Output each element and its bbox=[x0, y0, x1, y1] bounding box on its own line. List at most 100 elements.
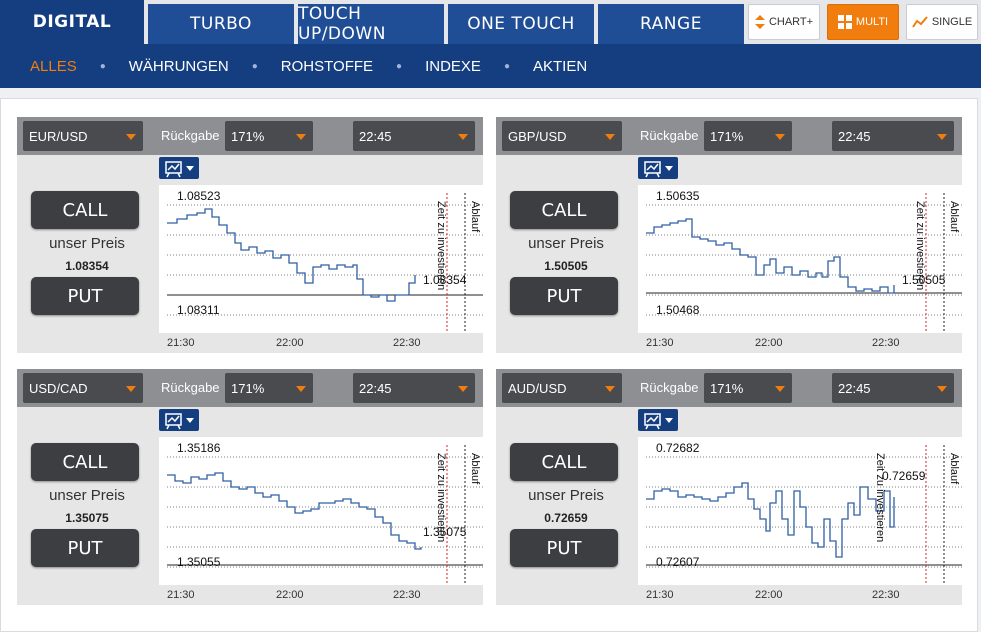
put-button[interactable]: PUT bbox=[31, 277, 139, 315]
return-label: Rückgabe bbox=[640, 380, 699, 395]
line-chart-icon bbox=[911, 16, 928, 28]
nav-alles[interactable]: ALLES bbox=[30, 57, 77, 75]
nav-waehrungen[interactable]: WÄHRUNGEN bbox=[128, 57, 229, 75]
asset-select-value: GBP/USD bbox=[508, 128, 567, 144]
chart-plus-label: CHART+ bbox=[768, 16, 814, 28]
current-price-label: 1.08354 bbox=[423, 273, 467, 287]
chart-type-button[interactable] bbox=[159, 409, 199, 431]
invest-time-label: Zeit zu investieren bbox=[914, 201, 926, 291]
low-price-label: 1.50468 bbox=[656, 303, 700, 317]
chart-icon bbox=[165, 413, 182, 430]
high-price-label: 1.50635 bbox=[656, 189, 700, 203]
return-select[interactable]: 171% bbox=[225, 373, 313, 403]
call-button[interactable]: CALL bbox=[510, 191, 618, 229]
chevron-down-icon bbox=[605, 134, 615, 140]
panel-controls: USD/CAD Rückgabe 171% 22:45 bbox=[17, 369, 483, 407]
high-price-label: 0.72682 bbox=[656, 441, 700, 455]
expiry-select[interactable]: 22:45 bbox=[832, 121, 954, 151]
nav-indexe[interactable]: INDEXE bbox=[425, 57, 481, 75]
chart-icon bbox=[644, 161, 661, 178]
call-button[interactable]: CALL bbox=[31, 191, 139, 229]
return-select-value: 171% bbox=[231, 380, 265, 396]
chart-type-button[interactable] bbox=[638, 157, 678, 179]
asset-select[interactable]: USD/CAD bbox=[23, 373, 143, 403]
price-chart-canvas bbox=[159, 185, 483, 333]
price-chart: 0.72682 0.72607 0.72659 Zeit zu investie… bbox=[636, 407, 962, 605]
expiry-label: Ablauf bbox=[948, 201, 960, 233]
asset-select-value: AUD/USD bbox=[508, 380, 567, 396]
top-bar: DIGITAL TURBO TOUCH UP/DOWN ONE TOUCH RA… bbox=[0, 0, 981, 48]
expiry-select[interactable]: 22:45 bbox=[832, 373, 954, 403]
invest-time-label: Zeit zu investieren bbox=[435, 453, 447, 543]
sort-arrows-icon bbox=[754, 15, 765, 29]
multi-label: MULTI bbox=[855, 16, 889, 28]
trade-box: CALL unser Preis 0.72659 PUT bbox=[496, 407, 636, 605]
time-axis-label: 22:30 bbox=[393, 589, 421, 601]
chart-icon bbox=[165, 161, 182, 178]
low-price-label: 1.08311 bbox=[177, 303, 220, 317]
chevron-down-icon bbox=[126, 134, 136, 140]
price-chart: 1.35186 1.35055 1.35075 Zeit zu investie… bbox=[157, 407, 483, 605]
our-price-label: unser Preis bbox=[49, 487, 125, 504]
grid-icon bbox=[837, 15, 852, 29]
return-select[interactable]: 171% bbox=[704, 121, 792, 151]
chart-icon bbox=[644, 413, 661, 430]
chevron-down-icon bbox=[775, 134, 785, 140]
asset-select[interactable]: GBP/USD bbox=[502, 121, 622, 151]
chevron-down-icon bbox=[186, 418, 194, 423]
current-price-label: 1.35075 bbox=[423, 525, 467, 539]
return-select-value: 171% bbox=[710, 380, 744, 396]
asset-panel-aud-usd: AUD/USD Rückgabe 171% 22:45 CALL unser P… bbox=[496, 369, 962, 605]
put-button[interactable]: PUT bbox=[510, 529, 618, 567]
chevron-down-icon bbox=[296, 386, 306, 392]
price-chart: 1.50635 1.50468 1.50505 Zeit zu investie… bbox=[636, 155, 962, 353]
our-price-value: 1.35075 bbox=[65, 511, 109, 525]
chart-plot-area bbox=[159, 185, 483, 333]
expiry-select[interactable]: 22:45 bbox=[353, 121, 475, 151]
chevron-down-icon bbox=[296, 134, 306, 140]
asset-panel-gbp-usd: GBP/USD Rückgabe 171% 22:45 CALL unser P… bbox=[496, 117, 962, 353]
tab-turbo[interactable]: TURBO bbox=[148, 4, 294, 44]
time-axis-label: 22:30 bbox=[872, 337, 900, 349]
panel-controls: GBP/USD Rückgabe 171% 22:45 bbox=[496, 117, 962, 155]
call-button[interactable]: CALL bbox=[31, 443, 139, 481]
our-price-label: unser Preis bbox=[49, 235, 125, 252]
put-button[interactable]: PUT bbox=[31, 529, 139, 567]
expiry-select[interactable]: 22:45 bbox=[353, 373, 475, 403]
chevron-down-icon bbox=[665, 166, 673, 171]
nav-aktien[interactable]: AKTIEN bbox=[532, 57, 588, 75]
asset-select[interactable]: AUD/USD bbox=[502, 373, 622, 403]
time-axis-label: 22:30 bbox=[393, 337, 421, 349]
price-chart-canvas bbox=[159, 437, 483, 585]
return-select[interactable]: 171% bbox=[225, 121, 313, 151]
time-axis-label: 22:00 bbox=[276, 337, 304, 349]
return-select[interactable]: 171% bbox=[704, 373, 792, 403]
chevron-down-icon bbox=[937, 386, 947, 392]
chart-type-button[interactable] bbox=[638, 409, 678, 431]
tab-range[interactable]: RANGE bbox=[598, 4, 744, 44]
time-axis-label: 21:30 bbox=[646, 337, 674, 349]
price-line bbox=[167, 472, 422, 550]
asset-select[interactable]: EUR/USD bbox=[23, 121, 143, 151]
chart-plot-area bbox=[638, 437, 962, 585]
return-select-value: 171% bbox=[710, 128, 744, 144]
nav-rohstoffe[interactable]: ROHSTOFFE bbox=[280, 57, 374, 75]
price-chart-canvas bbox=[638, 185, 962, 333]
chart-plot-area bbox=[159, 437, 483, 585]
multi-button[interactable]: MULTI bbox=[827, 4, 899, 40]
chart-type-button[interactable] bbox=[159, 157, 199, 179]
our-price-value: 1.50505 bbox=[544, 259, 588, 273]
single-button[interactable]: SINGLE bbox=[906, 4, 978, 40]
tab-touch-up-down[interactable]: TOUCH UP/DOWN bbox=[298, 4, 444, 44]
single-label: SINGLE bbox=[931, 16, 973, 28]
put-button[interactable]: PUT bbox=[510, 277, 618, 315]
tab-digital[interactable]: DIGITAL bbox=[0, 0, 144, 48]
chart-plus-button[interactable]: CHART+ bbox=[748, 4, 820, 40]
trade-box: CALL unser Preis 1.08354 PUT bbox=[17, 155, 157, 353]
panel-controls: AUD/USD Rückgabe 171% 22:45 bbox=[496, 369, 962, 407]
tab-one-touch[interactable]: ONE TOUCH bbox=[448, 4, 594, 44]
call-button[interactable]: CALL bbox=[510, 443, 618, 481]
time-axis-label: 22:00 bbox=[276, 589, 304, 601]
high-price-label: 1.35186 bbox=[177, 441, 221, 455]
expiry-select-value: 22:45 bbox=[838, 380, 871, 396]
